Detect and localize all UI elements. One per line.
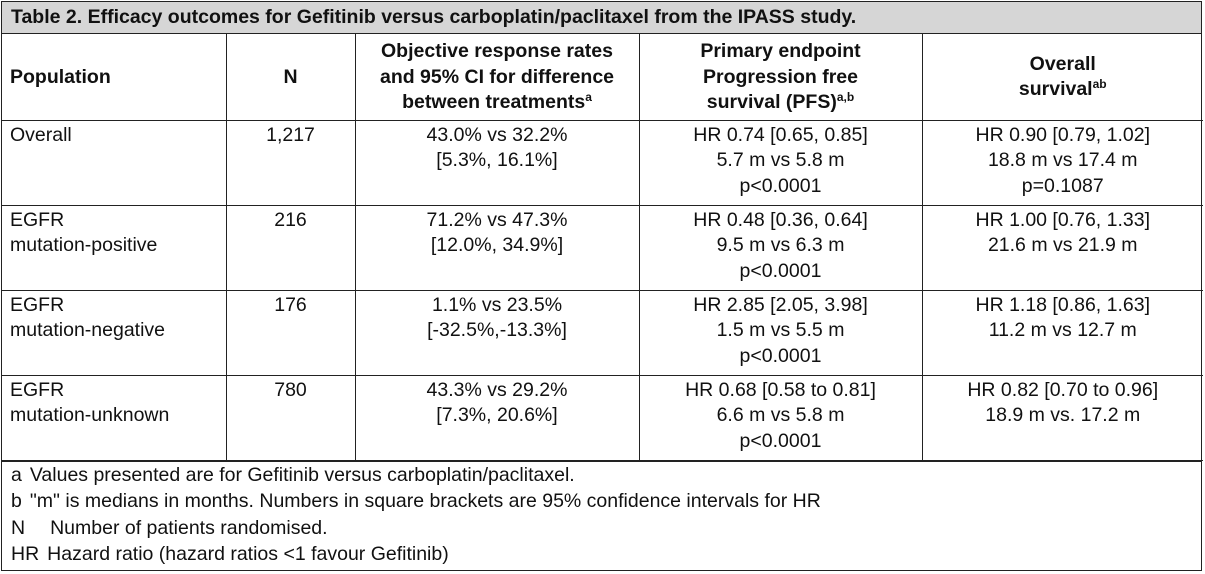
os-hr: HR 0.90 [0.79, 1.02] — [975, 123, 1151, 146]
header-os-line1: Overall — [1029, 52, 1096, 75]
pfs-p: p<0.0001 — [739, 344, 822, 367]
header-pfs-line2: Progression free — [703, 65, 858, 88]
cell-population: EGFR mutation-unknown — [2, 374, 227, 461]
os-hr: HR 0.82 [0.70 to 0.96] — [967, 378, 1159, 401]
cell-pfs: HR 0.48 [0.36, 0.64] 9.5 m vs 6.3 m p<0.… — [638, 204, 923, 291]
cell-os: HR 0.82 [0.70 to 0.96] 18.9 m vs. 17.2 m — [921, 374, 1203, 461]
pfs-medians: 5.7 m vs 5.8 m — [716, 149, 845, 171]
pfs-p: p<0.0001 — [739, 174, 822, 197]
os-medians: 21.6 m vs 21.9 m — [987, 234, 1138, 256]
orr-value: 71.2% vs 47.3% — [426, 208, 568, 231]
orr-value: 43.3% vs 29.2% — [426, 378, 568, 401]
os-medians: 18.8 m vs 17.4 m — [987, 149, 1138, 171]
header-n: N — [225, 34, 356, 121]
os-hr: HR 1.18 [0.86, 1.63] — [975, 293, 1151, 316]
header-os-line2: survivalab — [931, 77, 1196, 103]
cell-n: 216 — [225, 204, 356, 291]
footnote-key: a — [11, 463, 22, 486]
cell-orr: 43.3% vs 29.2% [7.3%, 20.6%] — [354, 374, 640, 461]
orr-ci: [12.0%, 34.9%] — [430, 234, 564, 256]
cell-pfs: HR 0.74 [0.65, 0.85] 5.7 m vs 5.8 m p<0.… — [638, 119, 923, 206]
cell-population: EGFR mutation-positive — [2, 204, 227, 291]
population-line1: EGFR — [10, 208, 65, 231]
table-caption: Table 2. Efficacy outcomes for Gefitinib… — [2, 2, 1201, 34]
population-line1: EGFR — [10, 293, 65, 316]
cell-orr: 43.0% vs 32.2% [5.3%, 16.1%] — [354, 119, 640, 206]
population-line1: EGFR — [10, 378, 65, 401]
header-orr-text: between treatments — [402, 91, 586, 113]
table-footnotes: a Values presented are for Gefitinib vers… — [2, 460, 1201, 568]
os-medians: 18.9 m vs. 17.2 m — [985, 404, 1141, 426]
pfs-hr: HR 0.68 [0.58 to 0.81] — [685, 378, 876, 401]
population-line2: mutation-negative — [10, 319, 166, 341]
cell-population: Overall — [2, 119, 227, 206]
header-row: Population N Objective response rates an… — [2, 34, 1203, 121]
header-os: Overall survivalab — [921, 34, 1203, 121]
cell-n: 176 — [225, 289, 356, 376]
pfs-medians: 6.6 m vs 5.8 m — [716, 404, 845, 426]
footnote-text: Hazard ratio (hazard ratios <1 favour Ge… — [47, 543, 449, 565]
efficacy-table: Population N Objective response rates an… — [2, 34, 1203, 461]
os-p: p=0.1087 — [1021, 174, 1104, 197]
header-orr-line1: Objective response rates — [381, 40, 613, 62]
header-os-sup: ab — [1092, 77, 1107, 92]
table-row: EGFR mutation-positive 216 71.2% vs 47.3… — [2, 204, 1203, 291]
cell-pfs: HR 0.68 [0.58 to 0.81] 6.6 m vs 5.8 m p<… — [638, 374, 923, 461]
cell-pfs: HR 2.85 [2.05, 3.98] 1.5 m vs 5.5 m p<0.… — [638, 289, 923, 376]
pfs-medians: 1.5 m vs 5.5 m — [716, 319, 845, 341]
cell-population: EGFR mutation-negative — [2, 289, 227, 376]
population-line2: mutation-unknown — [10, 404, 170, 426]
cell-os: HR 1.00 [0.76, 1.33] 21.6 m vs 21.9 m — [921, 204, 1203, 291]
orr-ci: [-32.5%,-13.3%] — [427, 319, 567, 341]
header-pfs-sup: a,b — [836, 90, 855, 104]
footnote-text: "m" is medians in months. Numbers in squ… — [29, 490, 821, 512]
header-orr: Objective response rates and 95% CI for … — [354, 34, 640, 121]
cell-orr: 71.2% vs 47.3% [12.0%, 34.9%] — [354, 204, 640, 291]
pfs-medians: 9.5 m vs 6.3 m — [716, 234, 845, 256]
orr-ci: [7.3%, 20.6%] — [436, 404, 558, 426]
header-pfs-text: survival (PFS) — [706, 91, 837, 113]
footnote-b: b "m" is medians in months. Numbers in sq… — [11, 488, 1192, 515]
header-orr-line2: and 95% CI for difference — [379, 65, 615, 88]
cell-n: 780 — [225, 374, 356, 461]
footnote-a: a Values presented are for Gefitinib vers… — [11, 462, 1192, 489]
footnote-n: N Number of patients randomised. — [11, 515, 1192, 542]
table-row: EGFR mutation-unknown 780 43.3% vs 29.2%… — [2, 374, 1203, 461]
cell-n: 1,217 — [225, 119, 356, 206]
pfs-p: p<0.0001 — [739, 429, 822, 452]
footnote-key: HR — [11, 543, 40, 565]
header-orr-sup: a — [585, 90, 592, 104]
header-os-text: survival — [1018, 78, 1093, 101]
pfs-hr: HR 2.85 [2.05, 3.98] — [693, 293, 868, 316]
footnote-text: Values presented are for Gefitinib versu… — [29, 463, 575, 486]
population-line2: mutation-positive — [10, 234, 158, 256]
pfs-p: p<0.0001 — [739, 259, 822, 282]
header-pfs-line3: survival (PFS)a,b — [648, 90, 914, 116]
table-row: EGFR mutation-negative 176 1.1% vs 23.5%… — [2, 289, 1203, 376]
table-row: Overall 1,217 43.0% vs 32.2% [5.3%, 16.1… — [2, 119, 1203, 206]
header-pfs: Primary endpoint Progression free surviv… — [638, 34, 923, 121]
pfs-hr: HR 0.74 [0.65, 0.85] — [693, 123, 868, 146]
os-hr: HR 1.00 [0.76, 1.33] — [975, 208, 1151, 231]
population-line1: Overall — [10, 123, 72, 146]
orr-ci: [5.3%, 16.1%] — [436, 149, 558, 171]
cell-os: HR 0.90 [0.79, 1.02] 18.8 m vs 17.4 m p=… — [921, 119, 1203, 206]
footnote-hr: HR Hazard ratio (hazard ratios <1 favour … — [11, 541, 1192, 568]
os-medians: 11.2 m vs 12.7 m — [988, 319, 1137, 341]
orr-value: 1.1% vs 23.5% — [431, 293, 563, 316]
footnote-text: Number of patients randomised. — [50, 516, 328, 539]
header-population: Population — [2, 34, 227, 121]
header-pfs-line1: Primary endpoint — [700, 40, 861, 62]
footnote-key: N — [11, 516, 26, 539]
cell-os: HR 1.18 [0.86, 1.63] 11.2 m vs 12.7 m — [921, 289, 1203, 376]
header-orr-line3: between treatmentsa — [364, 90, 631, 116]
footnote-key: b — [11, 490, 22, 512]
pfs-hr: HR 0.48 [0.36, 0.64] — [693, 208, 868, 231]
orr-value: 43.0% vs 32.2% — [426, 123, 568, 146]
cell-orr: 1.1% vs 23.5% [-32.5%,-13.3%] — [354, 289, 640, 376]
